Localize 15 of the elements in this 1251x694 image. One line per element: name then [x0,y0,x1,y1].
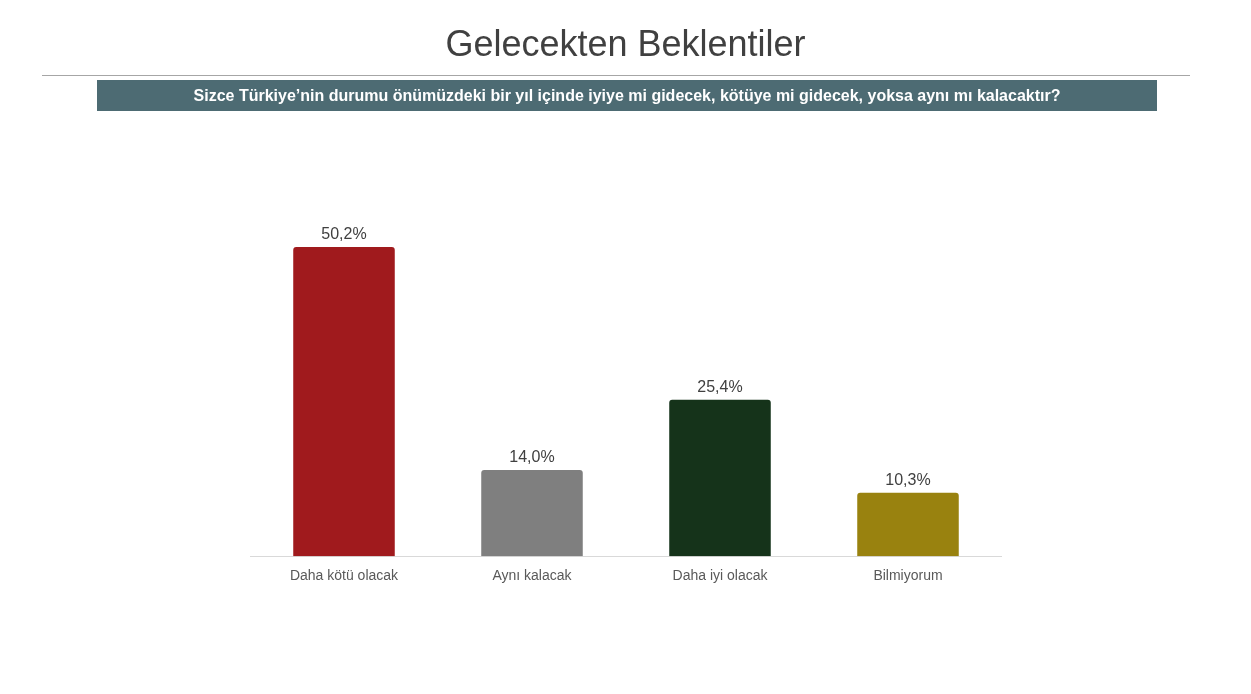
x-tick-label: Aynı kalacak [492,567,573,584]
chart-subtitle: Sizce Türkiye’nin durumu önümüzdeki bir yıl içinde iyiye mi gidecek, kötüye mi gidecek, yoksa aynı mı kalacaktır? [193,87,1061,104]
bar [293,247,395,557]
data-label: 10,3% [885,471,931,489]
data-label: 14,0% [509,448,555,466]
bar [857,492,959,557]
banner: Sizce Türkiye’nin durumu önümüzdeki bir yıl içinde iyiye mi gidecek, kötüye mi gidecek, yoksa aynı mı kalacaktır? [97,80,1157,111]
data-label: 25,4% [697,378,743,396]
data-label: 50,2% [321,225,367,243]
x-tick-label: Daha kötü olacak [289,567,400,584]
bar [669,399,771,557]
chart-title: Gelecekten Beklentiler [444,23,807,65]
x-tick-label: Daha iyi olacak [672,567,769,584]
bar [481,469,583,557]
x-tick-label: Bilmiyorum [873,567,943,584]
